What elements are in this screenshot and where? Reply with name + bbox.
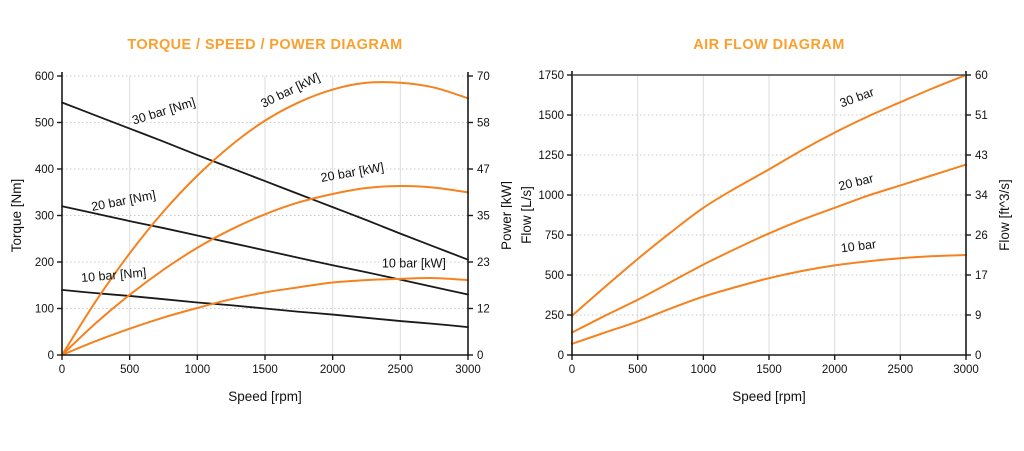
air-flow-panel: AIR FLOW DIAGRAM 0 500 1000 1500 2000 2500 300… — [512, 0, 1024, 451]
y-left-tick-label: 100 — [35, 304, 54, 316]
tick-marks — [57, 75, 473, 360]
y-right-tick-label: 9 — [975, 310, 981, 322]
y-right-tick-label: 17 — [975, 270, 988, 282]
curve-label-30-bar: 30 bar — [838, 85, 876, 110]
y-left-tick-label: 300 — [35, 211, 54, 223]
y-right-tick-label: 23 — [477, 257, 490, 269]
x-axis-title: Speed [rpm] — [732, 389, 806, 404]
y-right-tick-label: 47 — [477, 164, 490, 176]
x-tick-label: 1000 — [691, 364, 717, 376]
y-axis-right-title: Power [kW] — [499, 181, 512, 250]
torque-speed-power-panel: TORQUE / SPEED / POWER DIAGRAM 0 500 1000 1… — [9, 37, 512, 404]
y-axis-left-title: Torque [Nm] — [9, 179, 24, 253]
air-flow-chart: 0 500 1000 1500 2000 2500 3000 0 250 500 750 1000 12… — [519, 70, 1012, 404]
y-right-tick-label: 43 — [975, 150, 988, 162]
tick-labels: 0 500 1000 1500 2000 2500 3000 0 250 500 750 1000 12… — [538, 70, 988, 376]
curve-labels: 30 bar [Nm]20 bar [Nm]10 bar [Nm]30 bar … — [81, 70, 446, 285]
axis-titles: Flow [L/s] Flow [ft^3/s] Speed [rpm] — [519, 179, 1012, 404]
x-tick-label: 1000 — [185, 364, 211, 376]
y-left-tick-label: 1500 — [538, 110, 564, 122]
y-left-tick-label: 400 — [35, 164, 54, 176]
y-right-tick-label: 26 — [975, 230, 988, 242]
x-tick-label: 1500 — [756, 364, 782, 376]
y-left-tick-label: 0 — [48, 350, 54, 362]
curve-labels: 30 bar 20 bar 10 bar — [837, 85, 877, 255]
x-tick-label: 0 — [569, 364, 575, 376]
axis-titles: Torque [Nm] Power [kW] Speed [rpm] — [9, 179, 512, 404]
series-line-20-bar-kw- — [61, 185, 469, 356]
x-tick-label: 2000 — [320, 364, 346, 376]
y-right-tick-label: 58 — [477, 118, 490, 130]
y-left-tick-label: 0 — [558, 350, 564, 362]
curve-label-20-bar-nm-: 20 bar [Nm] — [90, 188, 157, 214]
x-tick-label: 2500 — [888, 364, 914, 376]
series-group — [61, 81, 469, 356]
curve-label-10-bar-kw-: 10 bar [kW] — [382, 256, 446, 270]
y-axis-left-title: Flow [L/s] — [519, 186, 534, 244]
torque-speed-power-title: TORQUE / SPEED / POWER DIAGRAM — [127, 37, 403, 53]
air-flow-title: AIR FLOW DIAGRAM — [693, 37, 845, 53]
series-line-10-bar-kw- — [61, 277, 469, 356]
y-left-tick-label: 1000 — [538, 190, 564, 202]
torque-speed-power-chart: 0 500 1000 1500 2000 2500 3000 0 100 200 300 400 500… — [9, 70, 512, 404]
tick-marks — [567, 74, 971, 360]
x-axis-title: Speed [rpm] — [228, 389, 302, 404]
y-left-tick-label: 1750 — [538, 70, 564, 82]
y-right-tick-label: 70 — [477, 71, 490, 83]
grid-lines — [62, 75, 469, 355]
x-tick-label: 500 — [120, 364, 139, 376]
y-left-tick-label: 500 — [545, 270, 564, 282]
y-right-tick-label: 0 — [477, 350, 483, 362]
series-line-20-bar — [571, 163, 967, 334]
y-axis-right-title: Flow [ft^3/s] — [997, 179, 1012, 251]
curve-label-20-bar: 20 bar — [837, 171, 875, 193]
series-group — [571, 74, 967, 345]
x-tick-label: 0 — [59, 364, 65, 376]
y-left-tick-label: 500 — [35, 118, 54, 130]
grid-lines — [572, 74, 967, 355]
y-left-tick-label: 250 — [545, 310, 564, 322]
y-left-tick-label: 750 — [545, 230, 564, 242]
curve-label-20-bar-kw-: 20 bar [kW] — [320, 160, 385, 185]
series-line-10-bar — [571, 254, 967, 345]
x-tick-label: 3000 — [953, 364, 979, 376]
y-right-tick-label: 35 — [477, 211, 490, 223]
y-left-tick-label: 200 — [35, 257, 54, 269]
series-line-30-bar — [571, 74, 967, 317]
x-tick-label: 500 — [628, 364, 647, 376]
y-left-tick-label: 600 — [35, 71, 54, 83]
y-right-tick-label: 51 — [975, 110, 988, 122]
series-line-30-bar-nm- — [61, 101, 469, 261]
curve-label-10-bar: 10 bar — [840, 237, 877, 255]
y-right-tick-label: 60 — [975, 70, 988, 82]
curve-label-10-bar-nm-: 10 bar [Nm] — [81, 265, 147, 285]
x-tick-label: 3000 — [455, 364, 481, 376]
tick-labels: 0 500 1000 1500 2000 2500 3000 0 100 200 300 400 500… — [35, 71, 490, 376]
y-right-tick-label: 34 — [975, 190, 988, 202]
x-tick-label: 2000 — [822, 364, 848, 376]
y-right-tick-label: 12 — [477, 304, 490, 316]
series-line-30-bar-kw- — [61, 81, 469, 356]
y-right-tick-label: 0 — [975, 350, 981, 362]
y-left-tick-label: 1250 — [538, 150, 564, 162]
x-tick-label: 2500 — [388, 364, 414, 376]
x-tick-label: 1500 — [252, 364, 278, 376]
